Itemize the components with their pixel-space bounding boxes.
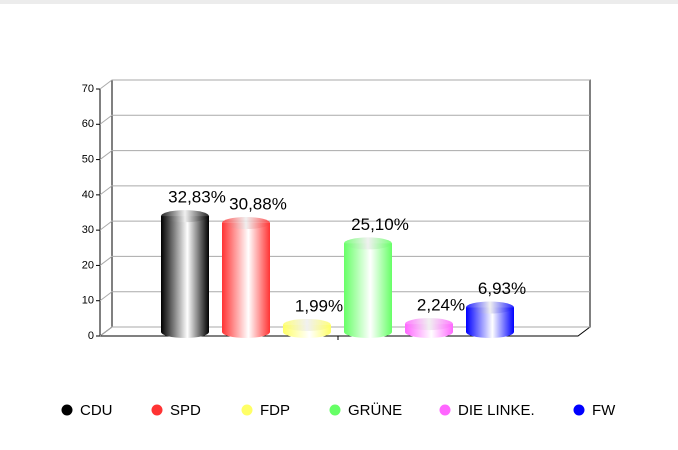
grid-line — [99, 79, 590, 90]
bar-top — [344, 237, 392, 250]
y-tick-label: 50 — [82, 153, 94, 165]
grid-line — [99, 291, 590, 302]
legend-marker — [241, 404, 253, 416]
bar-top — [405, 318, 453, 331]
bar — [222, 223, 270, 338]
grid-line — [99, 220, 590, 231]
grid-line — [99, 185, 590, 196]
legend-marker — [573, 404, 585, 416]
y-tick-label: 40 — [82, 189, 94, 201]
y-tick-label: 10 — [82, 295, 94, 307]
grid-line — [99, 255, 590, 266]
legend-label: CDU — [80, 402, 113, 419]
y-tick-label: 20 — [82, 259, 94, 271]
bar — [466, 307, 514, 338]
legend-marker — [151, 404, 163, 416]
top-strip — [0, 0, 678, 4]
bar-top — [161, 210, 209, 223]
legend-label: DIE LINKE. — [458, 402, 535, 419]
legend-label: SPD — [170, 402, 201, 419]
legend-label: FW — [592, 402, 616, 419]
bar — [161, 216, 209, 338]
bar-top — [222, 217, 270, 230]
legend-marker — [439, 404, 451, 416]
grid-line — [99, 114, 590, 125]
value-label: 30,88% — [229, 195, 287, 214]
y-tick-label: 70 — [82, 83, 94, 95]
value-label: 6,93% — [478, 279, 526, 298]
value-label: 2,24% — [417, 296, 465, 315]
y-tick-label: 0 — [88, 330, 94, 342]
bar-top — [466, 301, 514, 314]
bar — [344, 243, 392, 338]
legend-marker — [61, 404, 73, 416]
value-label: 32,83% — [168, 188, 226, 207]
legend-marker — [329, 404, 341, 416]
value-label: 25,10% — [351, 215, 409, 234]
value-label: 1,99% — [295, 296, 343, 315]
y-tick-label: 60 — [82, 118, 94, 130]
legend-label: FDP — [260, 402, 290, 419]
legend-label: GRÜNE — [348, 401, 402, 419]
bar-top — [283, 318, 331, 331]
grid-line — [99, 150, 590, 160]
y-tick-label: 30 — [82, 224, 94, 236]
